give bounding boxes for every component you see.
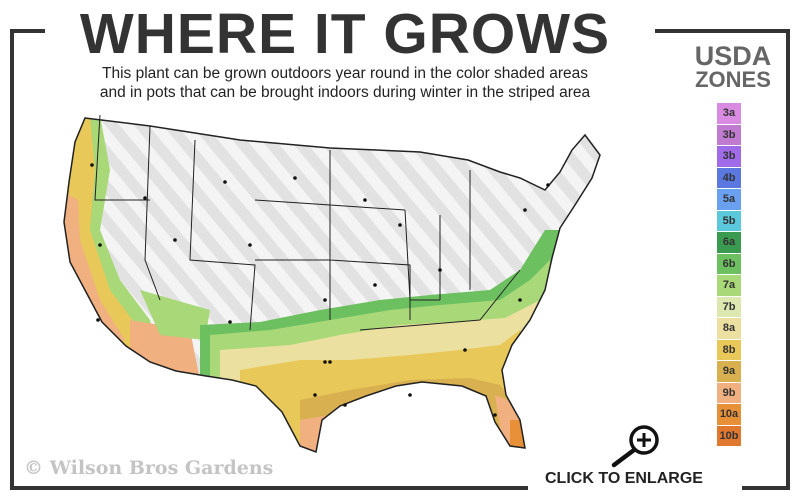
copyright-watermark: © Wilson Bros Gardens [24,457,274,479]
legend-zone-9a: 9a [717,361,741,382]
state-borders [94,114,521,331]
legend-zone-5b: 5b [717,210,741,231]
legend-zone-8a: 8a [717,318,741,339]
legend-zone-4b: 4b [717,167,741,188]
zone-region-10a [510,420,530,452]
zone-legend: 3a 3b 3b 4b 5a 5b 6a 6b 7a 7b 8a 8b 9a 9b 10a 10b [717,103,741,447]
legend-zone-7a: 7a [717,275,741,296]
legend-title-line-2: ZONES [695,67,771,92]
city-dots [90,163,550,417]
zone-region-9b-south [300,395,530,452]
legend-title: USDA ZONES [683,41,783,92]
subtitle-line-2: and in pots that can be brought indoors … [99,84,591,101]
legend-zone-10a: 10a [717,404,741,425]
zone-region-sw-7a [140,290,210,340]
legend-zone-10b: 10b [717,425,741,446]
click-to-enlarge-link[interactable]: CLICK TO ENLARGE [545,470,703,487]
legend-zone-3b: 3b [717,124,741,145]
frame-bottom-right [742,486,790,490]
subtitle: This plant can be grown outdoors year ro… [40,64,650,102]
legend-zone-3a: 3a [717,103,741,124]
page-title: WHERE IT GROWS [79,2,611,66]
frame-top-right [655,29,790,33]
legend-zone-5a: 5a [717,189,741,210]
frame-top-left [10,29,45,33]
frame-left [10,29,14,490]
subtitle-line-1: This plant can be grown outdoors year ro… [102,65,588,82]
frame-bottom-left [10,486,528,490]
legend-zone-6a: 6a [717,232,741,253]
legend-zone-3b: 3b [717,146,741,167]
legend-title-line-1: USDA [694,41,772,71]
legend-zone-9b: 9b [717,382,741,403]
legend-zone-6b: 6b [717,253,741,274]
frame-right [786,29,790,490]
legend-zone-7b: 7b [717,296,741,317]
zoom-in-magnifier-icon[interactable] [608,422,668,468]
legend-zone-8b: 8b [717,339,741,360]
